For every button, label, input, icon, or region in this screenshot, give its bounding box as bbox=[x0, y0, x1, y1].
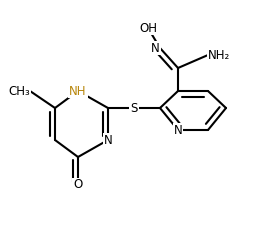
Text: CH₃: CH₃ bbox=[8, 85, 30, 97]
Text: N: N bbox=[151, 41, 160, 55]
Text: N: N bbox=[174, 123, 183, 137]
Text: N: N bbox=[104, 133, 112, 146]
Text: OH: OH bbox=[139, 22, 157, 35]
Text: O: O bbox=[73, 178, 83, 191]
Text: S: S bbox=[130, 101, 138, 114]
Text: NH: NH bbox=[69, 85, 87, 97]
Text: NH₂: NH₂ bbox=[208, 49, 230, 61]
